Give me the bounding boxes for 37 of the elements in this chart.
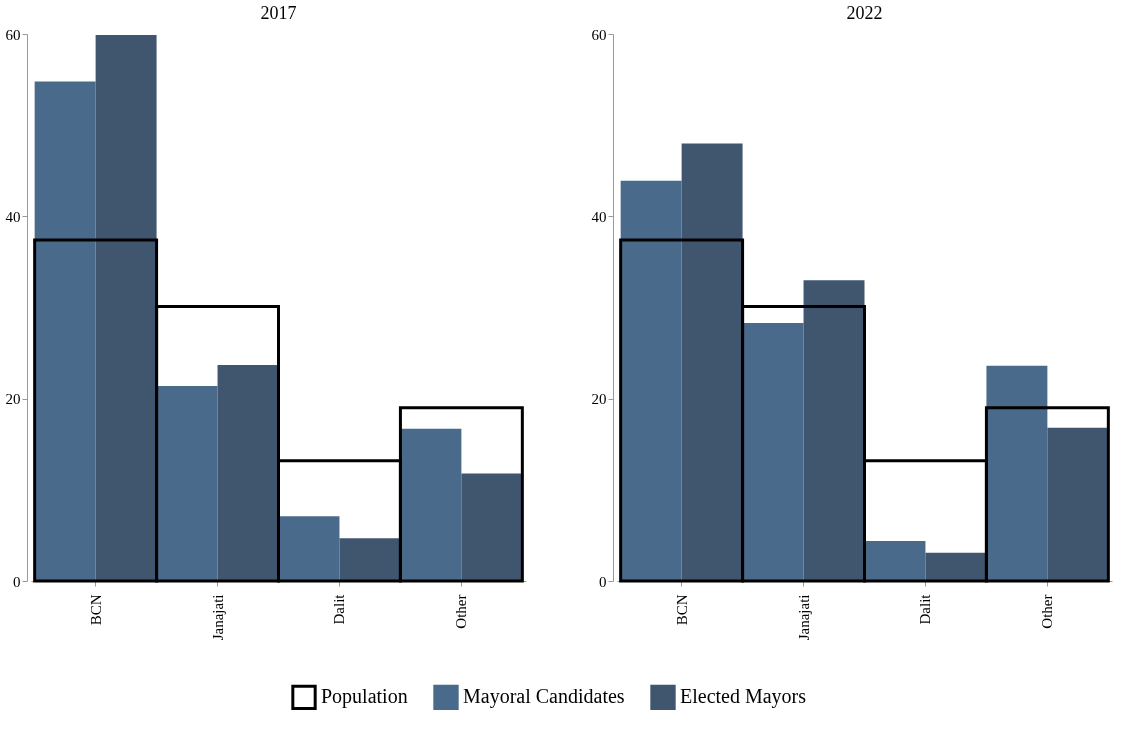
x-tick-label: Dalit [331,593,348,625]
bar [803,280,865,581]
legend-label: Mayoral Candidates [463,685,625,709]
chart-title: 2017 [260,3,297,23]
legend-label: Population [321,685,408,709]
bar [986,365,1048,581]
y-tick-label: 0 [13,573,21,590]
x-tick-label: BCN [87,594,104,626]
bar [461,473,523,581]
bar [742,323,804,581]
x-tick-label: Other [1039,594,1056,629]
y-tick-label: 60 [591,26,607,43]
bar [217,364,279,581]
x-tick-label: BCN [673,594,690,626]
bar [34,81,96,581]
bar [864,540,926,581]
y-tick-label: 0 [599,573,607,590]
legend-label: Elected Mayors [680,685,807,709]
x-tick-label: Janajati [795,594,812,641]
x-tick-label: Janajati [209,594,226,641]
bar [681,143,743,581]
y-tick-label: 40 [5,208,21,225]
bar [925,552,987,581]
x-tick-label: Other [453,594,470,629]
y-tick-label: 40 [591,208,607,225]
y-tick-label: 20 [591,391,607,408]
bar [95,34,157,581]
chart-title: 2022 [846,3,883,23]
bar [620,180,682,581]
bar [1047,427,1109,581]
y-tick-label: 20 [5,391,21,408]
x-tick-label: Dalit [917,593,934,625]
bar [339,538,401,581]
bar [156,385,218,581]
y-tick-label: 60 [5,26,21,43]
bar [400,428,462,581]
bar [278,516,340,581]
